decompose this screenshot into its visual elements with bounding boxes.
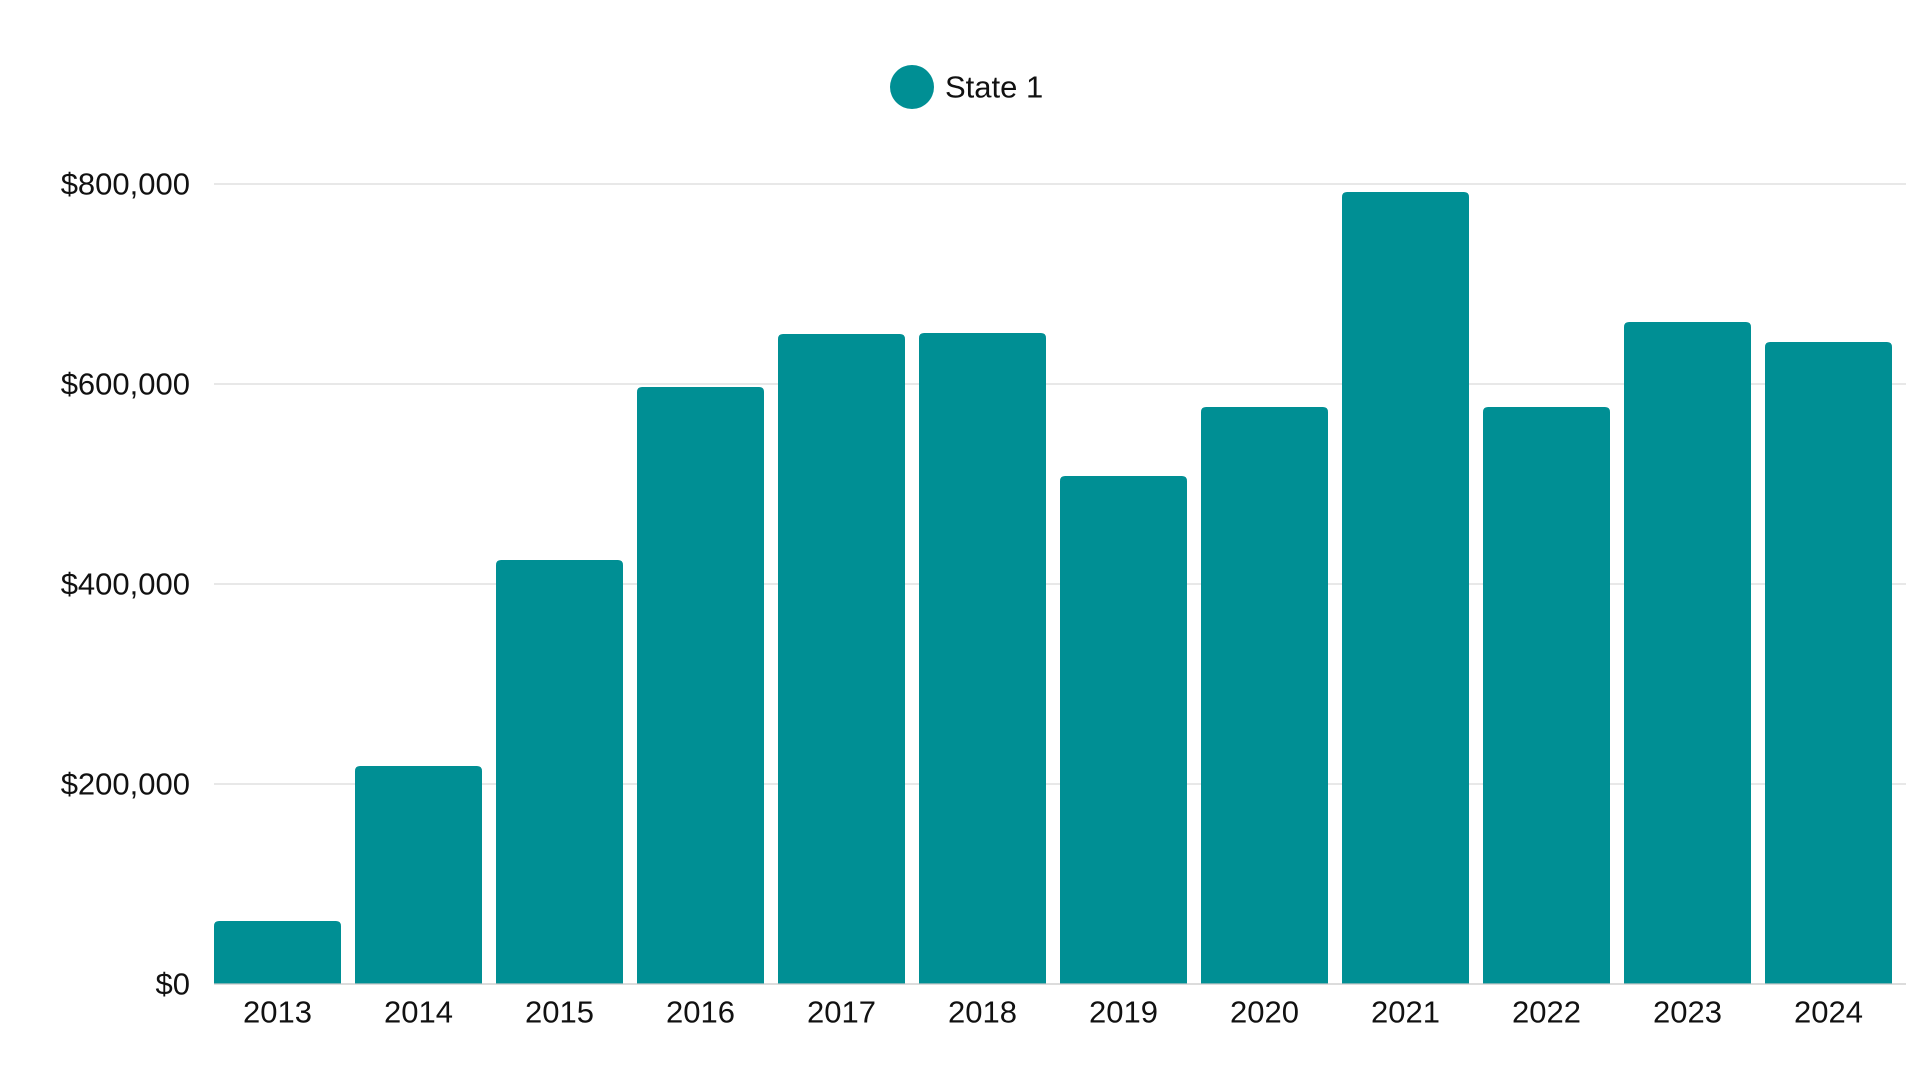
x-tick-label-2014: 2014 (384, 995, 453, 1030)
x-tick-label-2015: 2015 (525, 995, 594, 1030)
bar-2023[interactable] (1624, 322, 1751, 984)
y-tick-label: $800,000 (61, 167, 190, 202)
y-axis-tick-labels: $0 $200,000 $400,000 $600,000 $800,000 (61, 167, 190, 1002)
x-tick-label-2022: 2022 (1512, 995, 1581, 1030)
x-tick-label-2021: 2021 (1371, 995, 1440, 1030)
x-axis-tick-labels: 2013 2014 2015 2016 2017 2018 2019 2020 2021 2022… (243, 995, 1863, 1030)
x-tick-label-2018: 2018 (948, 995, 1017, 1030)
legend-label-state-1: State 1 (945, 70, 1043, 105)
bar-2024[interactable] (1765, 342, 1892, 984)
bar-series-state-1 (214, 192, 1892, 984)
bar-2013[interactable] (214, 921, 341, 984)
x-tick-label-2016: 2016 (666, 995, 735, 1030)
bar-2015[interactable] (496, 560, 623, 984)
bar-2017[interactable] (778, 334, 905, 984)
x-tick-label-2019: 2019 (1089, 995, 1158, 1030)
bar-2021[interactable] (1342, 192, 1469, 984)
x-tick-label-2023: 2023 (1653, 995, 1722, 1030)
x-tick-label-2020: 2020 (1230, 995, 1299, 1030)
y-tick-label: $0 (156, 967, 190, 1002)
x-tick-label-2017: 2017 (807, 995, 876, 1030)
bar-2014[interactable] (355, 766, 482, 984)
y-tick-label: $400,000 (61, 567, 190, 602)
y-tick-label: $600,000 (61, 367, 190, 402)
bar-2016[interactable] (637, 387, 764, 984)
bar-2020[interactable] (1201, 407, 1328, 984)
x-tick-label-2024: 2024 (1794, 995, 1863, 1030)
bar-2022[interactable] (1483, 407, 1610, 984)
bar-2019[interactable] (1060, 476, 1187, 984)
legend-swatch-state-1 (890, 65, 934, 109)
legend[interactable]: State 1 (890, 65, 1043, 109)
x-tick-label-2013: 2013 (243, 995, 312, 1030)
y-tick-label: $200,000 (61, 767, 190, 802)
bar-2018[interactable] (919, 333, 1046, 984)
